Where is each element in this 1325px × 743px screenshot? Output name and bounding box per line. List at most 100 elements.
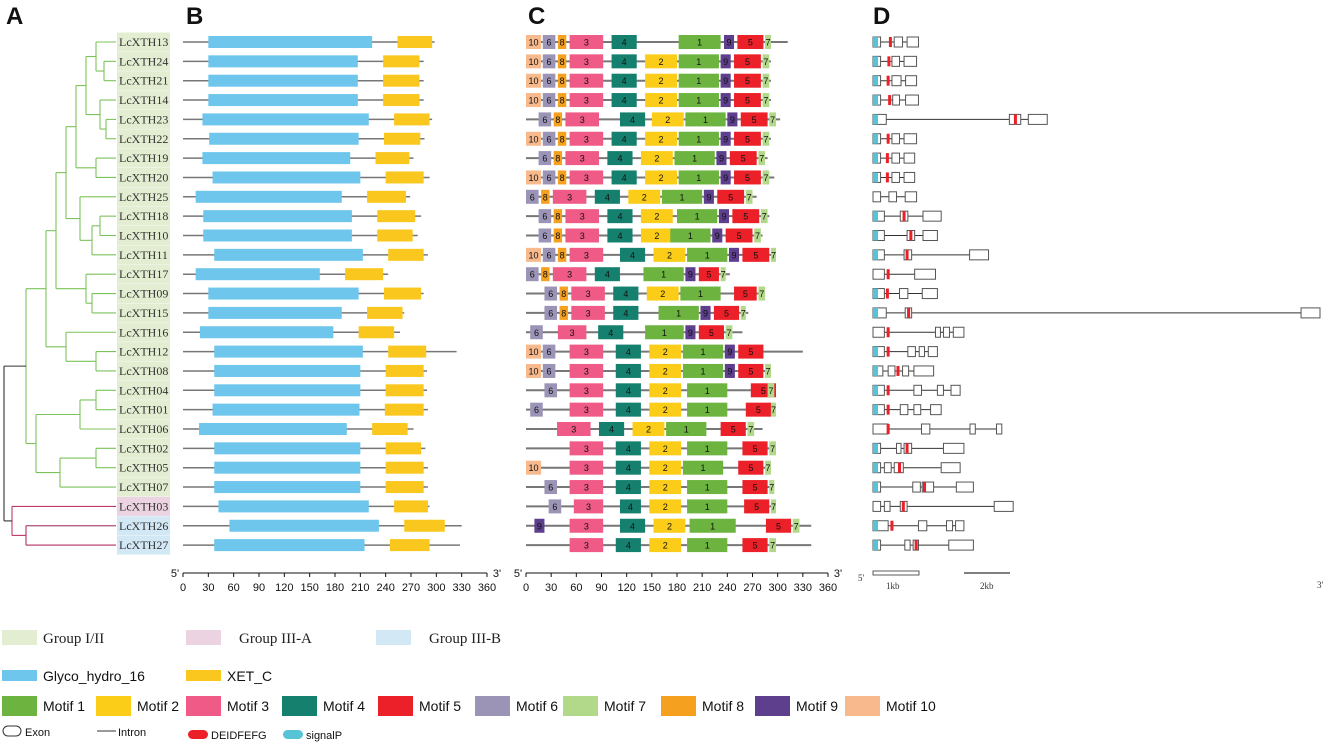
motif-number: 3 <box>586 308 591 318</box>
signalp-mark <box>873 346 879 357</box>
motif-8-box <box>553 112 563 127</box>
panel-c-tick-label: 150 <box>643 582 661 594</box>
motif-8-box <box>557 35 567 49</box>
panel-b-tick-label: 60 <box>228 582 240 594</box>
motif-number: 4 <box>609 425 614 435</box>
deidfefg-mark <box>886 424 890 434</box>
motif-6-box <box>526 267 539 282</box>
xet-c-domain <box>389 539 430 552</box>
motif-5-box <box>742 538 768 553</box>
motif-6-box <box>530 325 543 340</box>
motif-number: 5 <box>761 386 766 396</box>
gene-label: LcXTH17 <box>119 267 168 281</box>
glyco-hydro-16-domain <box>208 74 358 87</box>
signalp-mark <box>873 443 879 454</box>
motif-number: 5 <box>753 444 758 454</box>
motif-number: 5 <box>748 347 753 357</box>
motif-4-box <box>615 441 641 456</box>
motif-number: 10 <box>529 134 539 144</box>
motif-7-box <box>740 305 746 320</box>
motif-number: 7 <box>755 231 760 241</box>
glyco-hydro-16-domain <box>214 539 365 552</box>
deidfefg-mark <box>909 230 913 241</box>
motif-9-box <box>720 131 731 146</box>
motif-7-box <box>770 402 776 417</box>
motif-9-box <box>720 170 731 185</box>
exon-box <box>936 384 944 396</box>
motif-number: 7 <box>759 154 764 164</box>
panel-c-tick-label: 270 <box>743 582 761 594</box>
motif-7-box <box>770 247 776 262</box>
motif-number: 8 <box>561 289 566 299</box>
panel-b-label: B <box>186 3 203 30</box>
gene-label: LcXTH12 <box>119 345 168 359</box>
gene-label-bg <box>117 438 170 458</box>
glyco-hydro-16-domain <box>229 519 379 532</box>
motif-3-box <box>569 54 604 69</box>
exon-box <box>893 36 904 48</box>
motif-10-box <box>526 363 542 378</box>
motif-number: 1 <box>684 425 689 435</box>
exon-box <box>883 462 892 474</box>
motif-number: 10 <box>529 38 539 48</box>
motif-4-box <box>611 54 637 69</box>
gene-label: LcXTH16 <box>119 325 168 339</box>
motif-number: 9 <box>703 308 708 318</box>
motif-6-box <box>544 286 558 301</box>
motif-number: 9 <box>723 134 728 144</box>
motif-number: 1 <box>705 502 710 512</box>
motif-number: 6 <box>547 57 552 67</box>
motif-number: 9 <box>723 57 728 67</box>
motif-4-box <box>598 422 625 436</box>
deidfefg-mark <box>886 75 890 86</box>
exon-box <box>904 539 911 551</box>
exon-box <box>906 36 919 48</box>
exon-box <box>940 462 961 474</box>
motif-number: 4 <box>622 96 627 106</box>
motif-number: 3 <box>584 76 589 86</box>
legend-domain-label: XET_C <box>227 668 272 684</box>
motif-number: 3 <box>571 425 576 435</box>
motif-8-box <box>557 54 567 69</box>
motif-number: 6 <box>542 154 547 164</box>
panel-c-tick-label: 300 <box>768 582 786 594</box>
motif-number: 1 <box>705 541 710 551</box>
motif-4-box <box>613 286 639 301</box>
scale-bar-1kb <box>872 570 920 576</box>
xet-c-domain <box>367 306 403 319</box>
motif-7-box <box>769 441 776 456</box>
motif-number: 3 <box>567 192 572 202</box>
exon-box <box>935 326 941 338</box>
panel-b-tick-label: 240 <box>376 582 394 594</box>
legend-group-label: Group III-B <box>429 631 501 647</box>
motif-7-box <box>762 93 770 108</box>
exon-box <box>872 268 885 280</box>
signalp-mark <box>873 404 879 415</box>
motif-number: 3 <box>584 444 589 454</box>
motif-number: 3 <box>580 212 585 222</box>
motif-number: 2 <box>659 134 664 144</box>
exon-box <box>913 384 922 396</box>
motif-1-box <box>674 151 715 166</box>
motif-2-box <box>649 441 682 456</box>
motif-2-box <box>649 460 682 475</box>
glyco-hydro-16-domain <box>212 171 361 184</box>
legend-motif-label: Motif 8 <box>702 698 744 714</box>
motif-number: 6 <box>547 38 552 48</box>
motif-4-box <box>615 480 641 495</box>
motif-number: 7 <box>721 270 726 280</box>
motif-6-box <box>544 480 558 495</box>
signalp-mark <box>873 230 879 241</box>
motif-number: 5 <box>748 366 753 376</box>
motif-9-box <box>685 267 696 282</box>
motif-1-box <box>678 73 719 88</box>
motif-number: 4 <box>605 192 610 202</box>
legend-group-label: Group I/II <box>43 631 104 647</box>
motif-3-box <box>557 422 591 436</box>
motif-number: 7 <box>763 76 768 86</box>
deidfefg-mark <box>923 482 927 493</box>
motif-1-box <box>680 286 721 301</box>
motif-9-box <box>700 305 711 320</box>
panel-b-tick-label: 30 <box>202 582 214 594</box>
domain-panel: 0 30 60 90 120 150 180 210 240 270 300 330 360 5' 3' <box>171 36 501 594</box>
